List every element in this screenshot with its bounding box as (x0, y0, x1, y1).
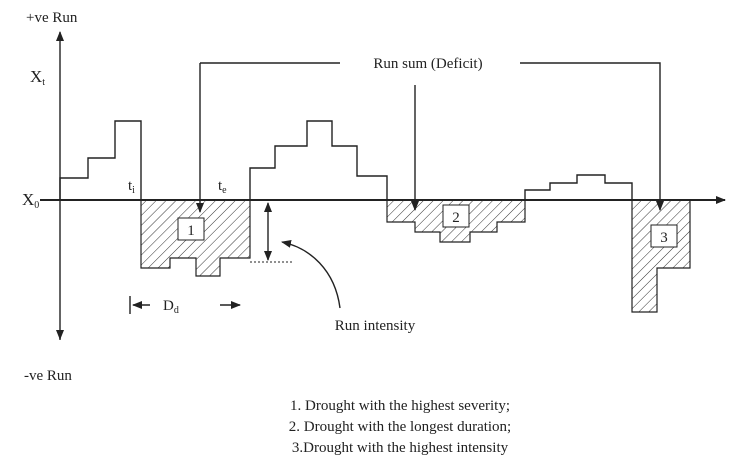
surplus-1 (59, 120, 142, 200)
te-label: te (218, 178, 227, 196)
drought-1: 1 (187, 223, 195, 239)
surplus-2 (249, 120, 388, 200)
legend-1: 1. Drought with the highest severity; (290, 398, 510, 414)
box-3 (650, 224, 678, 248)
box-2 (442, 204, 470, 228)
deficit-3 (631, 199, 691, 313)
run-sum-label: Run sum (Deficit) (373, 56, 482, 72)
box-1 (177, 217, 205, 241)
intensity-pointer (281, 239, 341, 309)
legend-3: 3.Drought with the highest intensity (292, 440, 509, 456)
surplus-3 (524, 174, 633, 200)
drought-2: 2 (452, 210, 460, 226)
run-intensity-label: Run intensity (335, 318, 416, 334)
dd-label: Dd (163, 298, 179, 316)
legend-2: 2. Drought with the longest duration; (289, 419, 511, 435)
xt-label: Xt (30, 67, 45, 88)
drought-3: 3 (660, 230, 668, 246)
negative-run-label: -ve Run (24, 368, 72, 384)
positive-run-label: +ve Run (26, 10, 78, 26)
ti-label: ti (128, 178, 135, 196)
run-sum-arrow-3 (520, 62, 664, 211)
x0-label: X0 (22, 190, 39, 211)
